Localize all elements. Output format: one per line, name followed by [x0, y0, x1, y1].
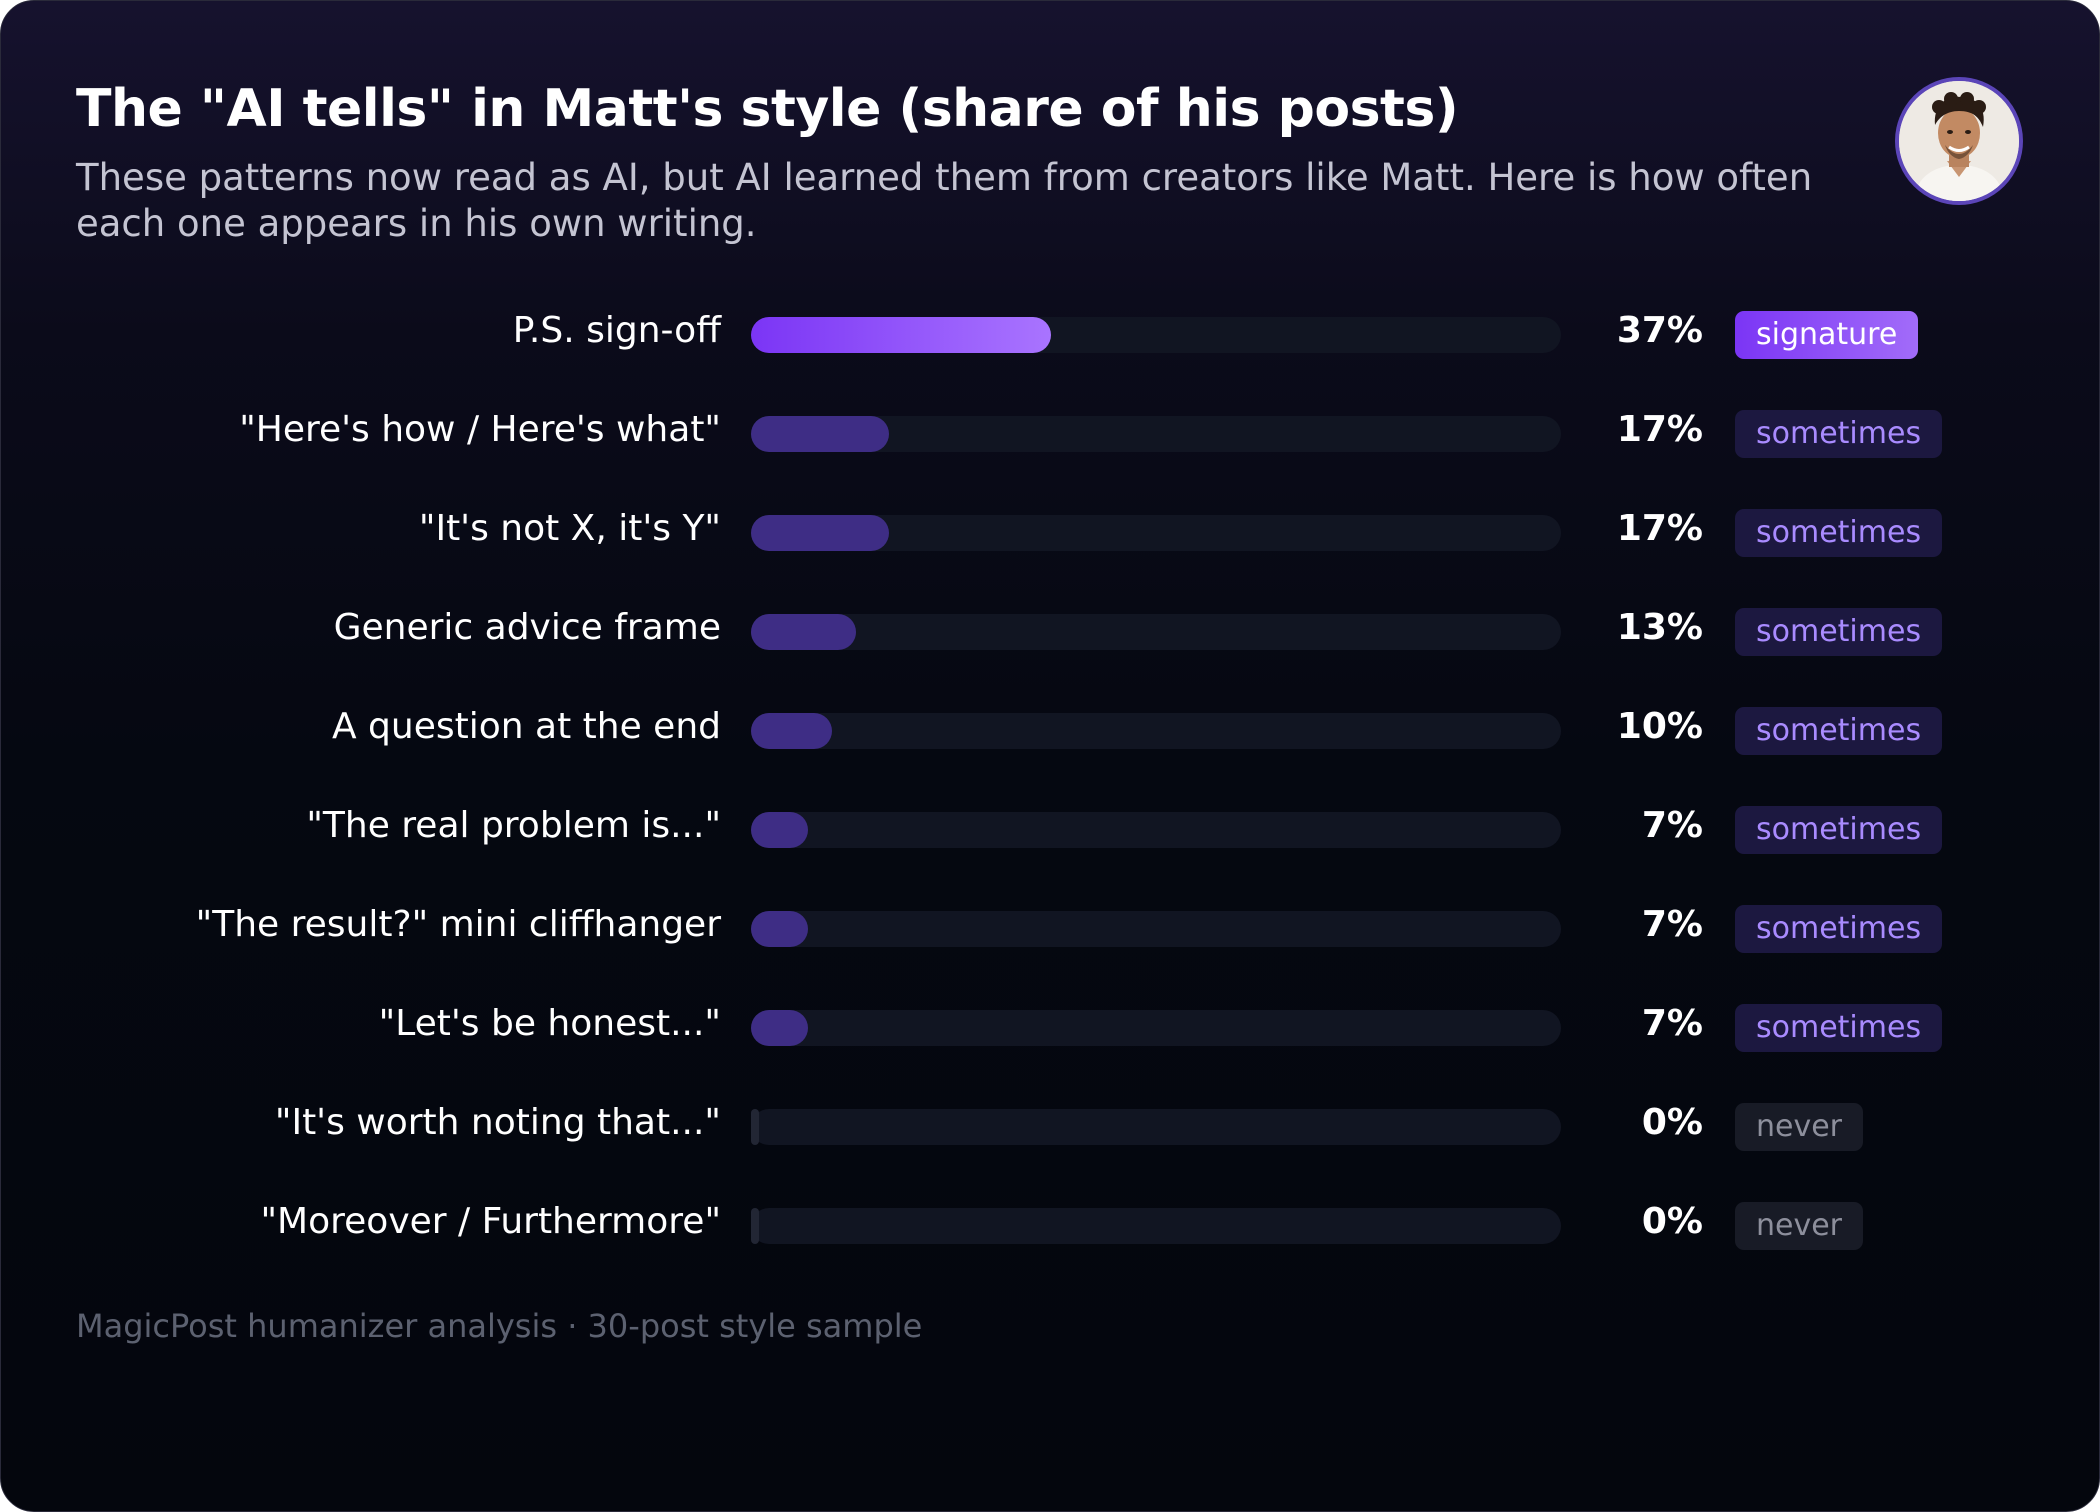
bar-label: P.S. sign-off — [512, 310, 721, 351]
bar-row: "It's worth noting that..." 0% never — [1, 1093, 2099, 1153]
frequency-badge: never — [1735, 1103, 1864, 1151]
bar-label: Generic advice frame — [333, 607, 721, 648]
chart-subtitle: These patterns now read as AI, but AI le… — [76, 156, 1813, 245]
bar-row: A question at the end 10% sometimes — [1, 697, 2099, 757]
bar-track — [751, 416, 1561, 452]
frequency-badge: sometimes — [1735, 509, 1943, 557]
bar — [751, 416, 889, 452]
bar-track — [751, 515, 1561, 551]
bar-track — [751, 1208, 1561, 1244]
bar-row: Generic advice frame 13% sometimes — [1, 598, 2099, 658]
bar — [751, 1010, 808, 1046]
bar-value-label: 13% — [1616, 607, 1703, 648]
bar-track — [751, 1010, 1561, 1046]
bar-value-label: 7% — [1641, 904, 1703, 945]
bar-row: "It's not X, it's Y" 17% sometimes — [1, 499, 2099, 559]
bar-track — [751, 812, 1561, 848]
bar-row: "Moreover / Furthermore" 0% never — [1, 1192, 2099, 1252]
bar-label: "The result?" mini cliffhanger — [195, 904, 721, 945]
bar — [751, 812, 808, 848]
bar-value-label: 17% — [1616, 409, 1703, 450]
bar-value-label: 7% — [1641, 805, 1703, 846]
bar-track — [751, 1109, 1561, 1145]
frequency-badge: sometimes — [1735, 905, 1943, 953]
bar-label: "The real problem is..." — [306, 805, 721, 846]
bar-value-label: 10% — [1616, 706, 1703, 747]
bar-track — [751, 317, 1561, 353]
bar-value-label: 0% — [1641, 1102, 1703, 1143]
bar — [751, 713, 832, 749]
frequency-badge: sometimes — [1735, 410, 1943, 458]
bar-label: "It's not X, it's Y" — [418, 508, 721, 549]
bar-row: P.S. sign-off 37% signature — [1, 301, 2099, 361]
bar-track — [751, 911, 1561, 947]
bar — [751, 614, 856, 650]
bar-label: "It's worth noting that..." — [274, 1102, 721, 1143]
bar-row: "Here's how / Here's what" 17% sometimes — [1, 400, 2099, 460]
bar-row: "The result?" mini cliffhanger 7% sometime… — [1, 895, 2099, 955]
source-footnote: MagicPost humanizer analysis · 30-post s… — [76, 1307, 923, 1345]
frequency-badge: never — [1735, 1202, 1864, 1250]
author-portrait-icon — [1899, 81, 2019, 201]
bar-value-label: 37% — [1616, 310, 1703, 351]
bar — [751, 515, 889, 551]
frequency-badge: sometimes — [1735, 1004, 1943, 1052]
bar-value-label: 17% — [1616, 508, 1703, 549]
bar-track — [751, 713, 1561, 749]
bar-value-label: 0% — [1641, 1201, 1703, 1242]
bar-label: "Let's be honest..." — [378, 1003, 721, 1044]
bar — [751, 911, 808, 947]
bar-value-label: 7% — [1641, 1003, 1703, 1044]
bar-track — [751, 614, 1561, 650]
bar-label: "Moreover / Furthermore" — [260, 1201, 721, 1242]
frequency-badge: sometimes — [1735, 608, 1943, 656]
frequency-badge: sometimes — [1735, 707, 1943, 755]
bar-row: "The real problem is..." 7% sometimes — [1, 796, 2099, 856]
bar — [751, 1208, 759, 1244]
avatar — [1895, 77, 2023, 205]
bar — [751, 317, 1051, 353]
bar — [751, 1109, 759, 1145]
bar-row: "Let's be honest..." 7% sometimes — [1, 994, 2099, 1054]
frequency-badge: sometimes — [1735, 806, 1943, 854]
bar-label: "Here's how / Here's what" — [239, 409, 721, 450]
chart-title: The "AI tells" in Matt's style (share of… — [76, 79, 1459, 139]
bar-label: A question at the end — [331, 706, 721, 747]
frequency-badge: signature — [1735, 311, 1919, 359]
